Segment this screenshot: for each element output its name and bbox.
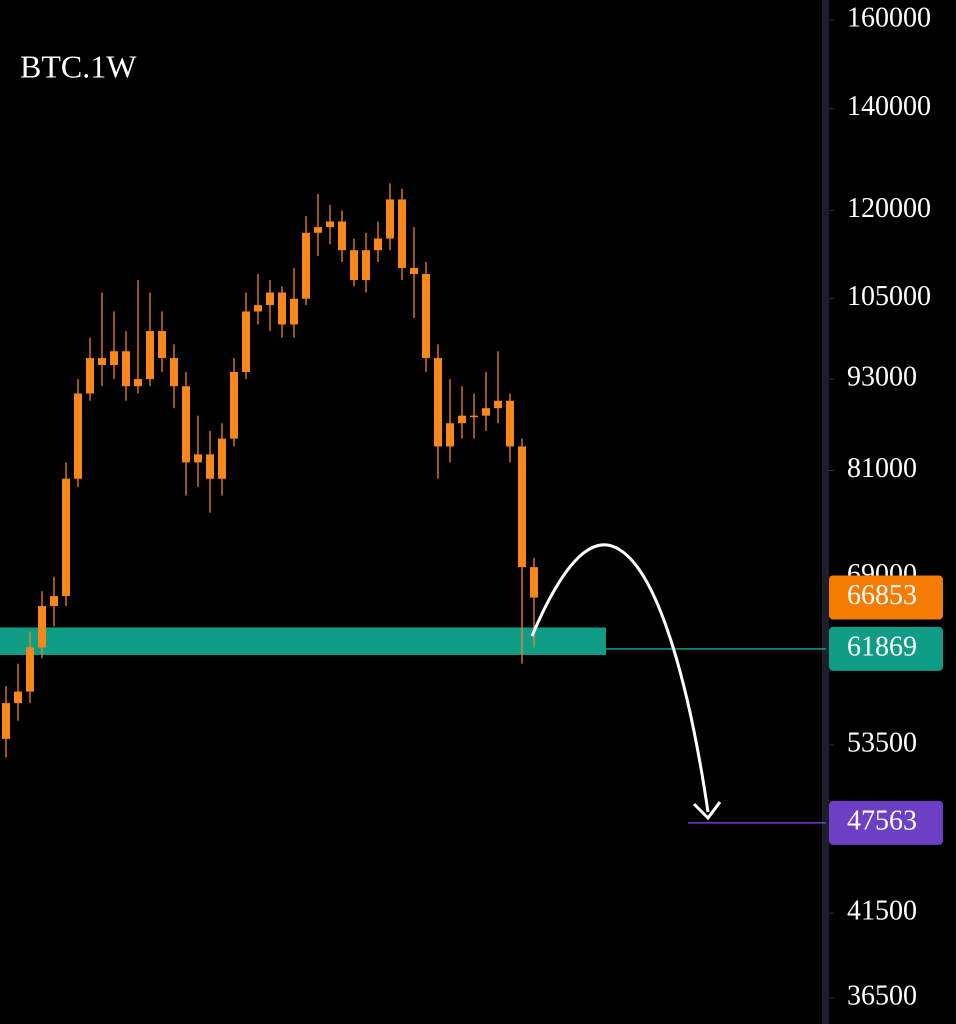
candle-body [230, 371, 238, 439]
price-label: 47563 [847, 805, 917, 836]
candle-body [242, 311, 250, 372]
candle-body [518, 446, 526, 568]
price-label-box [829, 575, 943, 620]
candle-body [386, 199, 394, 239]
y-tick-label: 140000 [847, 91, 931, 122]
arrow-head [692, 801, 722, 821]
chart-title: BTC.1W [20, 48, 137, 84]
candle-body [434, 358, 442, 447]
candle-body [350, 250, 358, 281]
y-tick-label: 93000 [847, 361, 917, 392]
candle-body [338, 221, 346, 251]
y-tick-label: 160000 [847, 2, 931, 33]
candle-body [50, 596, 58, 607]
candle-body [422, 274, 430, 359]
y-tick-label: 41500 [847, 896, 917, 927]
candle-body [278, 292, 286, 325]
y-tick-label: 120000 [847, 193, 931, 224]
projection-arrow [530, 543, 710, 813]
y-tick-label: 53500 [847, 727, 917, 758]
candle-body [314, 227, 322, 233]
support-zone [0, 627, 606, 655]
y-tick-label: 36500 [847, 981, 917, 1012]
plot-area [0, 183, 826, 824]
price-label: 66853 [847, 580, 917, 611]
candle-body [362, 250, 370, 281]
candle-body [482, 408, 490, 416]
candle-body [2, 703, 10, 739]
candle-body [398, 199, 406, 268]
candle-body [74, 393, 82, 479]
candle-body [86, 358, 94, 394]
candle-body [146, 331, 154, 380]
candle-body [194, 454, 202, 463]
price-label-box [829, 626, 943, 671]
candle-body [38, 606, 46, 648]
price-label-box [829, 800, 943, 845]
candle-body [410, 267, 418, 275]
candle-body [326, 221, 334, 228]
candle-body [470, 415, 478, 418]
candle-body [218, 438, 226, 479]
y-axis: 1600001400001200001050009300081000690005… [829, 2, 943, 1012]
candle-body [14, 691, 22, 704]
candle-body [494, 400, 502, 409]
candle-body [446, 423, 454, 447]
candle-body [122, 351, 130, 387]
candle-body [374, 238, 382, 251]
candle-body [206, 454, 214, 479]
candle-body [110, 351, 118, 365]
candle-body [158, 331, 166, 359]
candle-body [98, 358, 106, 365]
candle-body [506, 400, 514, 447]
candle-body [134, 379, 142, 387]
y-tick-label: 81000 [847, 453, 917, 484]
candle-body [302, 232, 310, 299]
candle-body [182, 386, 190, 463]
candle-body [254, 305, 262, 312]
candle-body [62, 478, 70, 597]
y-tick-label: 105000 [847, 281, 931, 312]
candle-body [458, 415, 466, 424]
candle-body [530, 567, 538, 598]
candle-body [26, 647, 34, 692]
candle-body [170, 358, 178, 387]
candle-body [290, 298, 298, 325]
price-label: 61869 [847, 631, 917, 662]
axis-divider [822, 0, 829, 1024]
candle-body [266, 292, 274, 306]
